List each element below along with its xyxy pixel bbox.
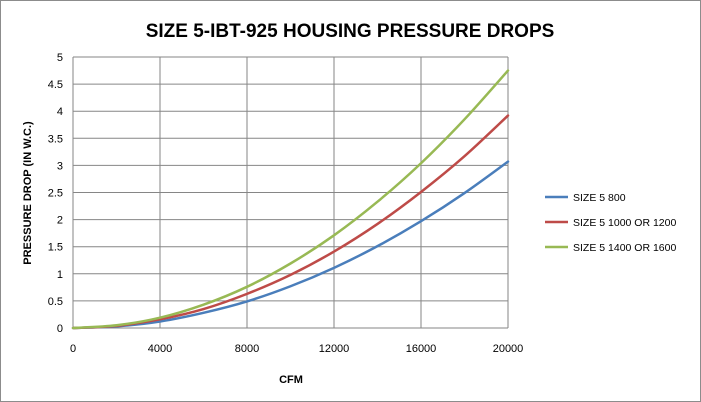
y-tick-labels: 0 0.5 1 1.5 2 2.5 3 3.5 4 4.5 5 bbox=[48, 52, 63, 335]
y-tick-label: 3 bbox=[57, 160, 63, 172]
y-tick-label: 3.5 bbox=[48, 133, 63, 145]
y-tick-label: 1 bbox=[57, 269, 63, 281]
series-line-1 bbox=[71, 160, 510, 330]
x-tick-label: 16000 bbox=[406, 343, 437, 355]
x-tick-label: 0 bbox=[70, 343, 76, 355]
series-lines bbox=[71, 69, 510, 330]
chart-title: SIZE 5-IBT-925 HOUSING PRESSURE DROPS bbox=[146, 21, 555, 42]
legend-label: SIZE 5 1400 OR 1600 bbox=[573, 242, 676, 254]
y-axis-title: PRESSURE DROP (IN W.C.) bbox=[22, 121, 34, 265]
axes bbox=[72, 57, 508, 329]
y-tick-label: 4.5 bbox=[48, 79, 63, 91]
y-tick-label: 1.5 bbox=[48, 242, 63, 254]
legend-label: SIZE 5 800 bbox=[573, 192, 626, 204]
y-tick-label: 0 bbox=[57, 323, 63, 335]
x-tick-label: 4000 bbox=[148, 343, 172, 355]
y-tick-label: 2.5 bbox=[48, 188, 63, 200]
x-tick-label: 20000 bbox=[493, 343, 524, 355]
x-tick-label: 8000 bbox=[235, 343, 259, 355]
series-line-2 bbox=[71, 114, 510, 330]
y-tick-label: 4 bbox=[57, 106, 63, 118]
x-axis-title: CFM bbox=[279, 374, 303, 386]
y-tick-label: 0.5 bbox=[48, 296, 63, 308]
x-tick-labels: 0 4000 8000 12000 16000 20000 bbox=[70, 343, 523, 355]
legend-label: SIZE 5 1000 OR 1200 bbox=[573, 217, 676, 229]
x-tick-label: 12000 bbox=[319, 343, 350, 355]
y-tick-label: 2 bbox=[57, 215, 63, 227]
y-tick-label: 5 bbox=[57, 52, 63, 64]
legend: SIZE 5 800 SIZE 5 1000 OR 1200 SIZE 5 1400… bbox=[545, 192, 676, 254]
series-line-3 bbox=[71, 69, 510, 330]
